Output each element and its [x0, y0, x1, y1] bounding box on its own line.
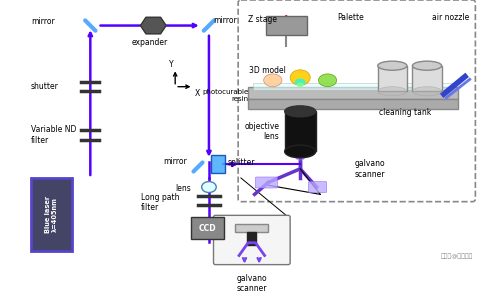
Ellipse shape [318, 74, 336, 87]
Text: CCD: CCD [198, 224, 216, 233]
FancyBboxPatch shape [238, 0, 476, 202]
Text: Variable ND
filter: Variable ND filter [31, 125, 76, 145]
Ellipse shape [296, 155, 304, 161]
Bar [252, 83, 454, 90]
Ellipse shape [296, 83, 304, 87]
Bar [248, 232, 256, 244]
Text: mirror: mirror [31, 18, 55, 26]
Ellipse shape [264, 74, 282, 87]
Text: galvano
scanner: galvano scanner [355, 159, 386, 178]
Ellipse shape [284, 145, 316, 158]
Ellipse shape [412, 87, 442, 96]
Ellipse shape [202, 182, 216, 192]
Bar [236, 225, 268, 232]
Ellipse shape [378, 61, 407, 70]
FancyBboxPatch shape [308, 182, 326, 192]
Text: lens: lens [175, 184, 190, 193]
Bar [31, 178, 72, 251]
Bar [190, 217, 224, 239]
Text: splitter: splitter [227, 158, 254, 167]
Bar [248, 100, 458, 109]
Bar [211, 155, 226, 173]
Text: 搜狐号@白令三维: 搜狐号@白令三维 [441, 253, 474, 259]
Text: Blue laser
λ=405nm: Blue laser λ=405nm [45, 196, 58, 233]
Text: mirror: mirror [164, 157, 187, 166]
Polygon shape [140, 17, 166, 34]
Text: expander: expander [132, 38, 168, 47]
Text: mirror: mirror [214, 16, 238, 25]
Bar [284, 111, 316, 152]
Bar [412, 66, 442, 91]
Ellipse shape [412, 61, 442, 70]
Ellipse shape [378, 87, 407, 96]
Text: cleaning tank: cleaning tank [379, 108, 431, 117]
Bar [248, 87, 458, 100]
Text: Palette: Palette [337, 13, 363, 22]
Text: shutter: shutter [31, 82, 59, 91]
Ellipse shape [294, 79, 306, 86]
FancyBboxPatch shape [214, 215, 290, 265]
Text: Z stage: Z stage [248, 15, 277, 24]
Text: Long path
filter: Long path filter [140, 193, 179, 212]
Text: 3D model: 3D model [249, 66, 286, 75]
Text: galvano
scanner: galvano scanner [236, 274, 267, 292]
FancyBboxPatch shape [256, 177, 278, 188]
Text: X: X [196, 88, 200, 98]
Text: Y: Y [168, 60, 173, 69]
Bar [378, 66, 407, 91]
Text: photocurable
resin: photocurable resin [202, 89, 248, 102]
Ellipse shape [284, 106, 316, 117]
Text: air nozzle: air nozzle [432, 13, 469, 22]
Text: objective
lens: objective lens [244, 122, 279, 141]
Ellipse shape [290, 70, 310, 85]
Bar [266, 16, 306, 35]
